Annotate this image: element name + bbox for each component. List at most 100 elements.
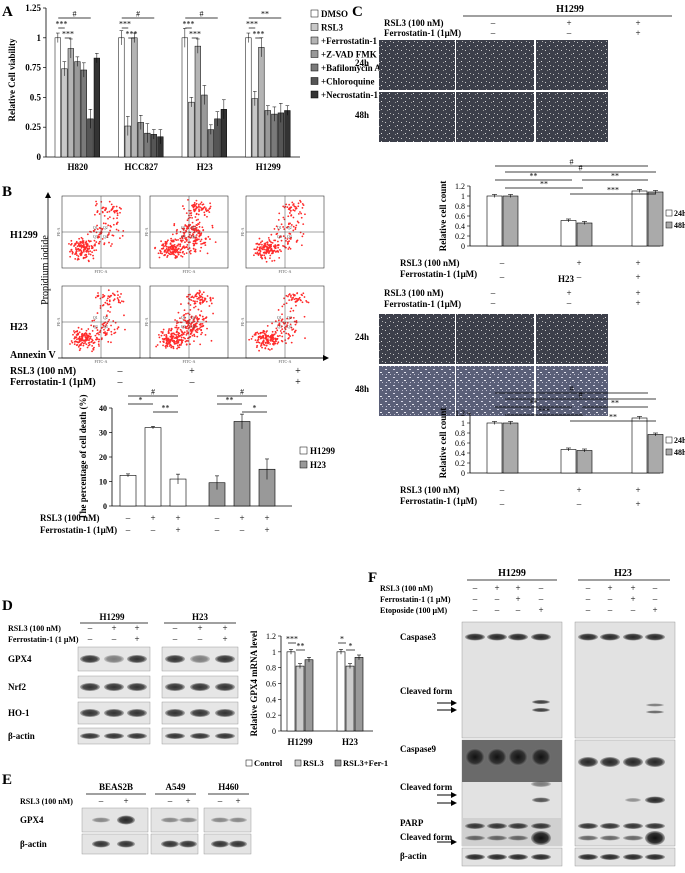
a-sig: ***	[56, 20, 68, 29]
flow-event	[205, 207, 207, 210]
panel-a-ylabel: Relative Cell viability	[7, 38, 17, 121]
flow-event	[82, 344, 85, 347]
flow-event	[181, 255, 184, 258]
blot-band	[531, 831, 551, 845]
flow-event	[280, 223, 283, 226]
flow-event	[268, 244, 271, 247]
flow-event	[83, 333, 86, 336]
flow-event	[297, 202, 300, 205]
c-sig: **	[530, 399, 538, 408]
flow-event	[191, 226, 194, 228]
flow-event	[266, 241, 269, 244]
flow-event	[198, 317, 200, 320]
flow-event	[301, 235, 304, 238]
flow-quadrant-label: Q1	[277, 226, 282, 230]
flow-event	[211, 226, 214, 229]
flow-event	[212, 312, 214, 315]
flow-event	[277, 319, 280, 322]
flow-event	[290, 236, 292, 239]
flow-event	[96, 211, 99, 214]
blot-band	[165, 733, 185, 739]
d-cond-value: +	[134, 623, 139, 633]
flow-event	[87, 334, 90, 337]
flow-event	[183, 319, 185, 321]
flow-event	[171, 336, 174, 339]
flow-event	[81, 337, 84, 340]
flow-event	[108, 299, 111, 302]
flow-event	[195, 228, 198, 231]
flow-event	[162, 341, 165, 344]
flow-event	[108, 200, 111, 203]
flow-event	[256, 246, 259, 249]
blot-band	[508, 748, 528, 766]
flow-event	[189, 209, 192, 212]
a-legend-swatch	[310, 63, 319, 72]
c-sig: ***	[538, 407, 550, 416]
d-ytick-label: 0.2	[266, 711, 276, 720]
flow-event	[299, 199, 301, 202]
flow-event	[174, 238, 177, 241]
flow-event	[265, 344, 268, 347]
c-cond-value: –	[499, 485, 505, 495]
a-ytick-label: 0.25	[25, 122, 41, 132]
flow-event	[284, 237, 287, 239]
b-cond-value: –	[125, 525, 131, 535]
flow-event	[116, 214, 119, 217]
flow-event	[257, 332, 260, 335]
flow-event	[120, 300, 123, 303]
flow-event	[288, 293, 291, 295]
flow-event	[189, 335, 192, 338]
flow-event	[208, 207, 211, 210]
flow-event	[277, 309, 280, 311]
flow-event	[275, 331, 277, 334]
flow-event	[106, 297, 109, 300]
blot-band	[532, 700, 550, 704]
flow-event	[201, 203, 204, 206]
flow-event	[176, 320, 178, 322]
flow-event	[281, 325, 283, 328]
flow-event	[198, 203, 200, 206]
flow-event	[173, 337, 176, 340]
a-legend-label: DMSO	[321, 9, 348, 19]
flow-event	[185, 212, 188, 215]
flow-event	[113, 294, 116, 297]
flow-event	[192, 327, 195, 330]
flow-event	[206, 295, 209, 297]
flow-event	[186, 246, 188, 249]
flow-event	[209, 297, 212, 300]
flow-event	[288, 336, 290, 339]
flow-event	[274, 342, 277, 345]
flow-event	[269, 348, 271, 351]
flow-event	[276, 338, 278, 341]
flow-event	[208, 211, 211, 214]
flow-event	[101, 296, 104, 299]
c-sig: ***	[607, 186, 619, 195]
flow-event	[80, 253, 83, 256]
flow-event	[107, 310, 109, 312]
flow-event	[271, 340, 274, 342]
blot-band	[161, 840, 179, 848]
flow-event	[115, 210, 118, 212]
flow-event	[264, 347, 267, 350]
b-sig: **	[226, 396, 234, 405]
flow-event	[181, 227, 184, 230]
flow-event	[199, 314, 201, 316]
flow-event	[189, 330, 192, 332]
flow-event	[95, 332, 98, 335]
flow-event	[90, 340, 93, 343]
a-bar	[284, 110, 291, 158]
flow-event	[91, 247, 94, 249]
d-cond-row2: Ferrostatin-1 (1 μM)	[8, 635, 79, 644]
flow-event	[297, 212, 300, 215]
a-ytick-label: 1	[37, 33, 42, 43]
c-sig: #	[570, 385, 574, 394]
flow-event	[305, 299, 308, 302]
flow-event	[182, 234, 185, 237]
flow-event	[193, 239, 196, 242]
flow-event	[98, 213, 101, 215]
flow-event	[118, 206, 121, 209]
e-blot-label: β-actin	[20, 839, 47, 849]
c-time-label: 24h	[355, 58, 369, 68]
flow-event	[261, 257, 263, 260]
flow-cond-value: +	[295, 377, 301, 388]
